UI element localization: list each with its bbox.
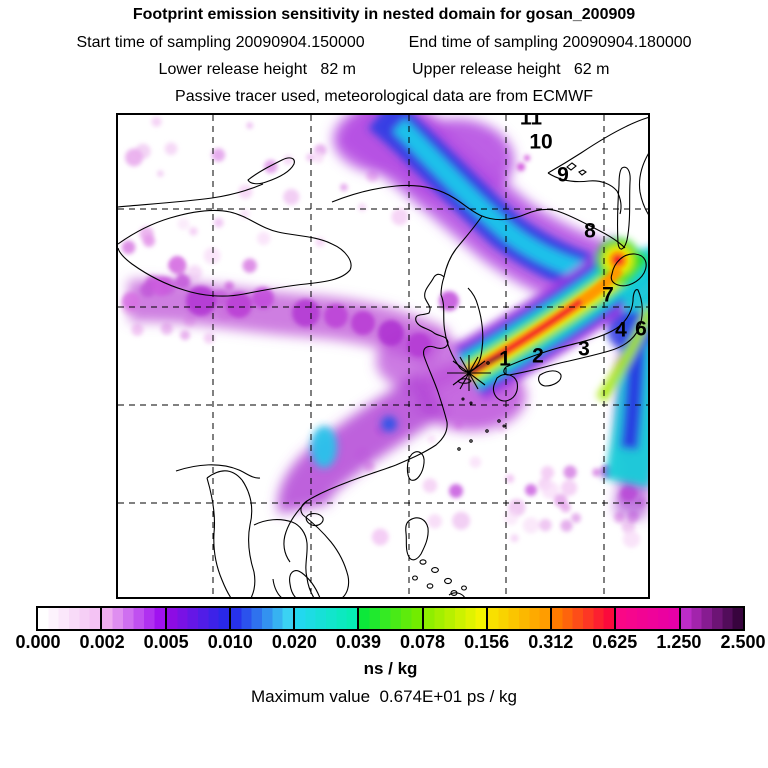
- tracer-text: Passive tracer used, meteorological data…: [175, 88, 593, 105]
- colorbar-tick-label: 0.005: [143, 632, 189, 652]
- colorbar-segment: [164, 608, 229, 629]
- colorbar-tick-label: 1.250: [656, 632, 702, 652]
- colorbar-segment: [293, 608, 358, 629]
- colorbar-tick-label: 0.002: [79, 632, 125, 652]
- colorbar-tick-label: 0.078: [400, 632, 446, 652]
- trajectory-marker: 10: [529, 130, 553, 154]
- page-title: Footprint emission sensitivity in nested…: [0, 6, 768, 24]
- map-panel: 1 2 3 4 6 7 8 9 10 11: [116, 113, 650, 599]
- colorbar: [36, 606, 745, 631]
- plume-hot-core: [468, 251, 627, 377]
- colorbar-segment: [614, 608, 679, 629]
- trajectory-marker: 4: [615, 318, 627, 342]
- colorbar-tick-label: 0.000: [15, 632, 61, 652]
- trajectory-marker: 8: [584, 219, 596, 243]
- colorbar-segment: [228, 608, 294, 629]
- plume-magenta-spots: [122, 155, 637, 523]
- colorbar-tick-label: 0.625: [592, 632, 638, 652]
- colorbar-segment: [421, 608, 486, 629]
- coastlines: [118, 117, 648, 597]
- trajectory-marker: 7: [602, 283, 614, 307]
- upper-release-text: Upper release height 62 m: [412, 61, 610, 78]
- start-time-text: Start time of sampling 20090904.150000: [76, 34, 365, 51]
- colorbar-tick-label: 2.500: [720, 632, 766, 652]
- colorbar-tick-label: 0.020: [271, 632, 317, 652]
- colorbar-tick-label: 0.312: [528, 632, 574, 652]
- graticule: [118, 115, 648, 597]
- trajectory-marker: 2: [532, 344, 544, 368]
- tracer-line: Passive tracer used, meteorological data…: [0, 88, 768, 106]
- colorbar-unit: ns / kg: [363, 659, 418, 678]
- trajectory-marker: 9: [557, 163, 569, 187]
- trajectory-marker: 3: [578, 337, 590, 361]
- colorbar-segment: [485, 608, 551, 629]
- colorbar-tick-label: 0.039: [335, 632, 381, 652]
- colorbar-ticks: 0.000 0.002 0.005 0.010 0.020 0.039 0.078 0.156…: [0, 632, 768, 654]
- end-time-text: End time of sampling 20090904.180000: [408, 34, 692, 51]
- colorbar-segment: [357, 608, 422, 629]
- colorbar-tick-label: 0.010: [207, 632, 253, 652]
- trajectory-marker: 6: [635, 317, 647, 341]
- trajectory-marker: 11: [519, 113, 543, 130]
- release-heights-line: Lower release height 82 m Upper release …: [0, 61, 768, 79]
- colorbar-segment: [38, 608, 101, 629]
- colorbar-segment: [100, 608, 165, 629]
- colorbar-segment: [550, 608, 615, 629]
- title-text: Footprint emission sensitivity in nested…: [132, 6, 636, 23]
- colorbar-tick-label: 0.156: [464, 632, 510, 652]
- lower-release-text: Lower release height 82 m: [158, 61, 356, 78]
- sampling-times-line: Start time of sampling 20090904.150000 E…: [0, 34, 768, 52]
- map-canvas: [118, 115, 648, 597]
- receptor-star: [447, 355, 491, 391]
- trajectory-marker: 1: [499, 347, 511, 371]
- maximum-value-label: Maximum value 0.674E+01 ps / kg: [251, 687, 517, 706]
- colorbar-segment: [678, 608, 743, 629]
